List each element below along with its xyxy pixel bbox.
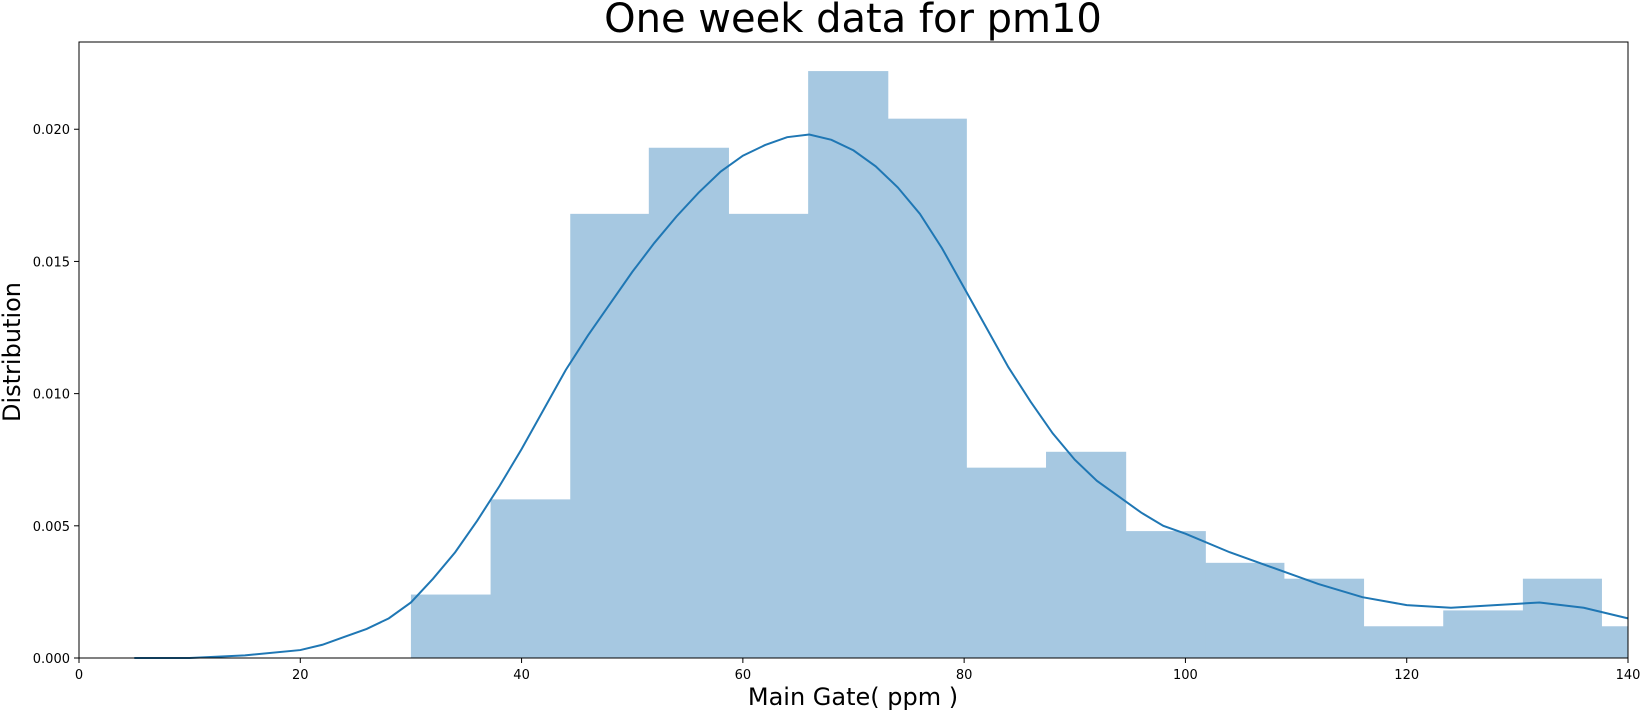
x-tick-label: 100 bbox=[1173, 668, 1198, 683]
histogram-bar bbox=[1522, 578, 1602, 658]
y-tick-label: 0.020 bbox=[33, 123, 70, 138]
histogram-bar bbox=[1125, 531, 1206, 658]
x-axis-ticks: 0 20 40 60 80 100 120 140 bbox=[75, 658, 1641, 683]
histogram-bar bbox=[490, 499, 571, 658]
x-tick-label: 60 bbox=[735, 668, 752, 683]
y-tick-label: 0.005 bbox=[33, 520, 70, 535]
histogram-bar bbox=[1363, 626, 1444, 658]
histogram-bars bbox=[410, 71, 1629, 659]
x-axis-label: Main Gate( ppm ) bbox=[748, 683, 958, 711]
y-axis-label: Distribution bbox=[0, 282, 26, 422]
histogram-bar bbox=[1443, 610, 1524, 658]
histogram-bar bbox=[808, 71, 889, 658]
chart-title: One week data for pm10 bbox=[604, 0, 1102, 42]
x-tick-label: 140 bbox=[1616, 668, 1641, 683]
histogram-bar bbox=[1046, 451, 1127, 658]
histogram-bar bbox=[648, 147, 729, 658]
y-tick-label: 0.010 bbox=[33, 388, 70, 403]
y-tick-label: 0.015 bbox=[33, 255, 70, 270]
x-tick-label: 120 bbox=[1394, 668, 1419, 683]
x-tick-label: 20 bbox=[292, 668, 309, 683]
x-tick-label: 0 bbox=[75, 668, 83, 683]
x-tick-label: 80 bbox=[956, 668, 973, 683]
x-tick-label: 40 bbox=[513, 668, 530, 683]
plot-frame bbox=[78, 41, 1629, 659]
histogram-bar bbox=[1205, 562, 1285, 658]
kde-curve bbox=[134, 133, 1629, 659]
histogram-bar bbox=[1283, 578, 1365, 658]
y-tick-label: 0.000 bbox=[33, 652, 70, 667]
histogram-bar bbox=[570, 213, 650, 658]
histogram-bar bbox=[1601, 626, 1629, 658]
histogram-bar bbox=[966, 467, 1047, 658]
histogram-bar bbox=[887, 118, 967, 659]
histogram-bar bbox=[728, 213, 809, 658]
histogram-bar bbox=[410, 594, 492, 658]
y-axis-ticks: 0.000 0.005 0.010 0.015 0.020 bbox=[33, 123, 79, 667]
